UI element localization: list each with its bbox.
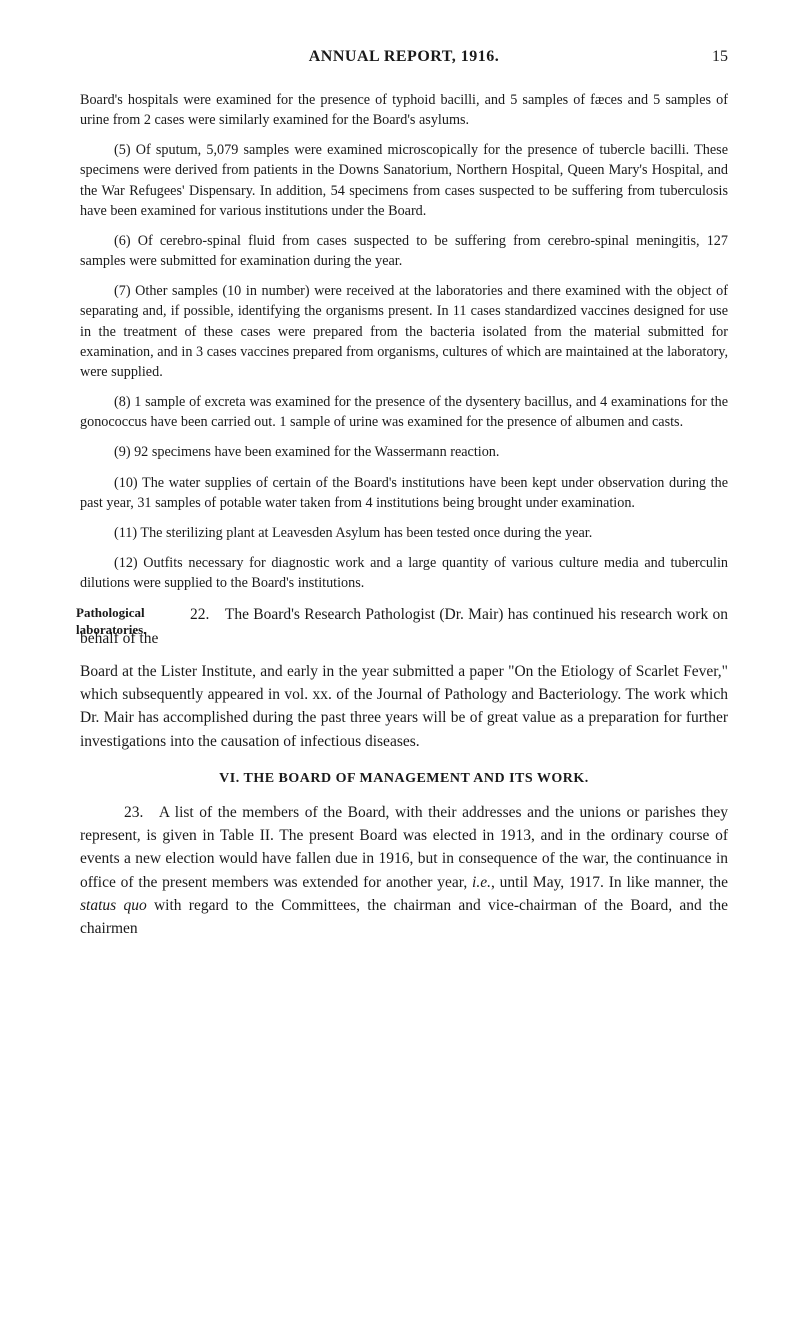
sidenote-label: Pathological laboratories. <box>76 605 170 638</box>
p23-post: with regard to the Committees, the chair… <box>80 897 728 937</box>
ie-italic: i.e. <box>472 874 491 891</box>
paragraph-item-11: (11) The sterilizing plant at Leavesden … <box>80 523 728 543</box>
sidenote-section-pathological: Pathological laboratories. 22. The Board… <box>80 603 728 650</box>
page-number: 15 <box>688 48 728 66</box>
page-header: ANNUAL REPORT, 1916. 15 <box>80 48 728 66</box>
paragraph-23: 23. A list of the members of the Board, … <box>80 801 728 941</box>
paragraph-item-6: (6) Of cerebro-spinal fluid from cases s… <box>80 231 728 271</box>
paragraph-item-12: (12) Outfits necessary for diagnostic wo… <box>80 553 728 593</box>
paragraph-boards-hospitals: Board's hospitals were examined for the … <box>80 90 728 130</box>
paragraph-22-first: 22. The Board's Research Pathologist (Dr… <box>80 603 728 650</box>
paragraph-22-cont: Board at the Lister Institute, and early… <box>80 660 728 753</box>
paragraph-item-7: (7) Other samples (10 in number) were re… <box>80 281 728 382</box>
paragraph-item-8: (8) 1 sample of excreta was examined for… <box>80 392 728 432</box>
header-title: ANNUAL REPORT, 1916. <box>120 48 688 66</box>
section-heading-vi: VI. THE BOARD OF MANAGEMENT AND ITS WORK… <box>80 771 728 787</box>
p23-mid: , until May, 1917. In like manner, the <box>491 874 728 891</box>
page: ANNUAL REPORT, 1916. 15 Board's hospital… <box>0 0 800 1333</box>
paragraph-item-9: (9) 92 specimens have been examined for … <box>80 442 728 462</box>
paragraph-item-5: (5) Of sputum, 5,079 samples were examin… <box>80 140 728 221</box>
status-quo-italic: status quo <box>80 897 147 914</box>
paragraph-item-10: (10) The water supplies of certain of th… <box>80 473 728 513</box>
